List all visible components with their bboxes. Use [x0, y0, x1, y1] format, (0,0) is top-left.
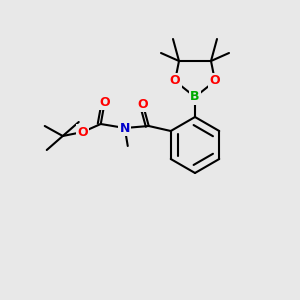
Text: O: O [99, 95, 110, 109]
Text: N: N [120, 122, 130, 134]
Text: B: B [190, 91, 200, 103]
Text: O: O [77, 125, 88, 139]
Text: O: O [170, 74, 180, 88]
Text: O: O [210, 74, 220, 88]
Text: O: O [137, 98, 148, 110]
